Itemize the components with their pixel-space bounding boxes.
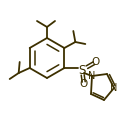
- Text: N: N: [110, 83, 118, 93]
- Text: O: O: [80, 79, 88, 89]
- Text: N: N: [88, 71, 96, 81]
- Text: S: S: [78, 64, 86, 77]
- Text: O: O: [92, 57, 100, 67]
